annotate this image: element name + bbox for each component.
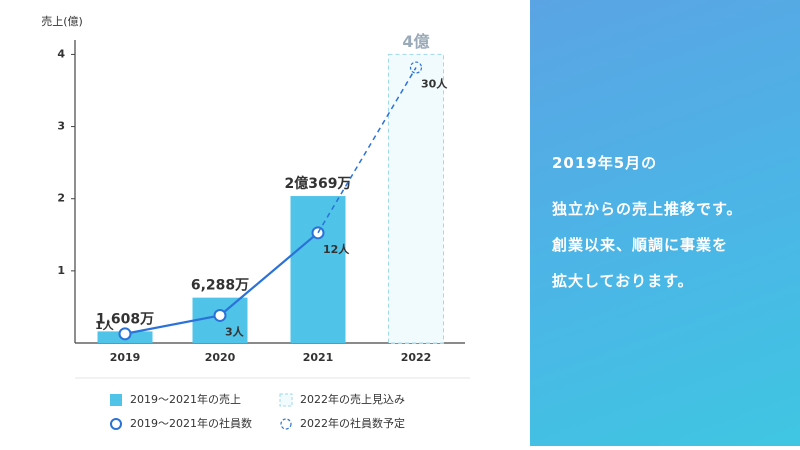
y-tick-label: 4 — [57, 47, 65, 60]
bar — [388, 53, 444, 344]
y-tick-label: 1 — [57, 264, 65, 277]
x-tick-label: 2019 — [110, 351, 141, 364]
bar — [290, 196, 346, 343]
x-tick-label: 2020 — [205, 351, 236, 364]
side-panel: 2019年5月の 独立からの売上推移です。 創業以来、順調に事業を 拡大しており… — [530, 0, 800, 446]
legend-label: 2019〜2021年の社員数 — [130, 416, 252, 430]
bar-value-label: 6,288万 — [191, 278, 249, 294]
side-text: 2019年5月の — [552, 154, 658, 172]
x-tick-label: 2021 — [303, 351, 334, 364]
side-text: 創業以来、順調に事業を — [552, 236, 729, 254]
line-value-label: 3人 — [225, 324, 245, 338]
legend-swatch — [110, 418, 122, 430]
legend-swatch — [110, 394, 122, 406]
line-value-label: 30人 — [421, 77, 448, 91]
y-axis-label: 売上(億) — [41, 15, 83, 28]
side-text: 独立からの売上推移です。 — [552, 200, 743, 218]
x-tick-label: 2022 — [401, 351, 432, 364]
line-point — [213, 308, 227, 322]
legend-swatch — [279, 393, 293, 407]
bar-value-label: 4億 — [402, 32, 429, 51]
line-point — [409, 61, 423, 74]
legend-label: 2022年の社員数予定 — [300, 416, 405, 430]
line-value-label: 12人 — [323, 242, 350, 256]
legend-label: 2022年の売上見込み — [300, 392, 405, 406]
legend-label: 2019〜2021年の売上 — [130, 392, 241, 406]
bar-value-label: 2億369万 — [285, 175, 352, 192]
side-text: 拡大しております。 — [552, 272, 694, 290]
y-tick-label: 2 — [57, 192, 65, 205]
bar-value-label: 1,608万 — [96, 311, 154, 327]
line-point — [118, 327, 132, 341]
y-tick-label: 3 — [57, 120, 65, 133]
chart: 売上(億) 1 2 3 4 2019 2020 2021 2022 1,608万 6,288万 2億… — [41, 15, 470, 430]
line-value-label: 1人 — [95, 318, 115, 332]
legend-swatch — [280, 418, 292, 430]
